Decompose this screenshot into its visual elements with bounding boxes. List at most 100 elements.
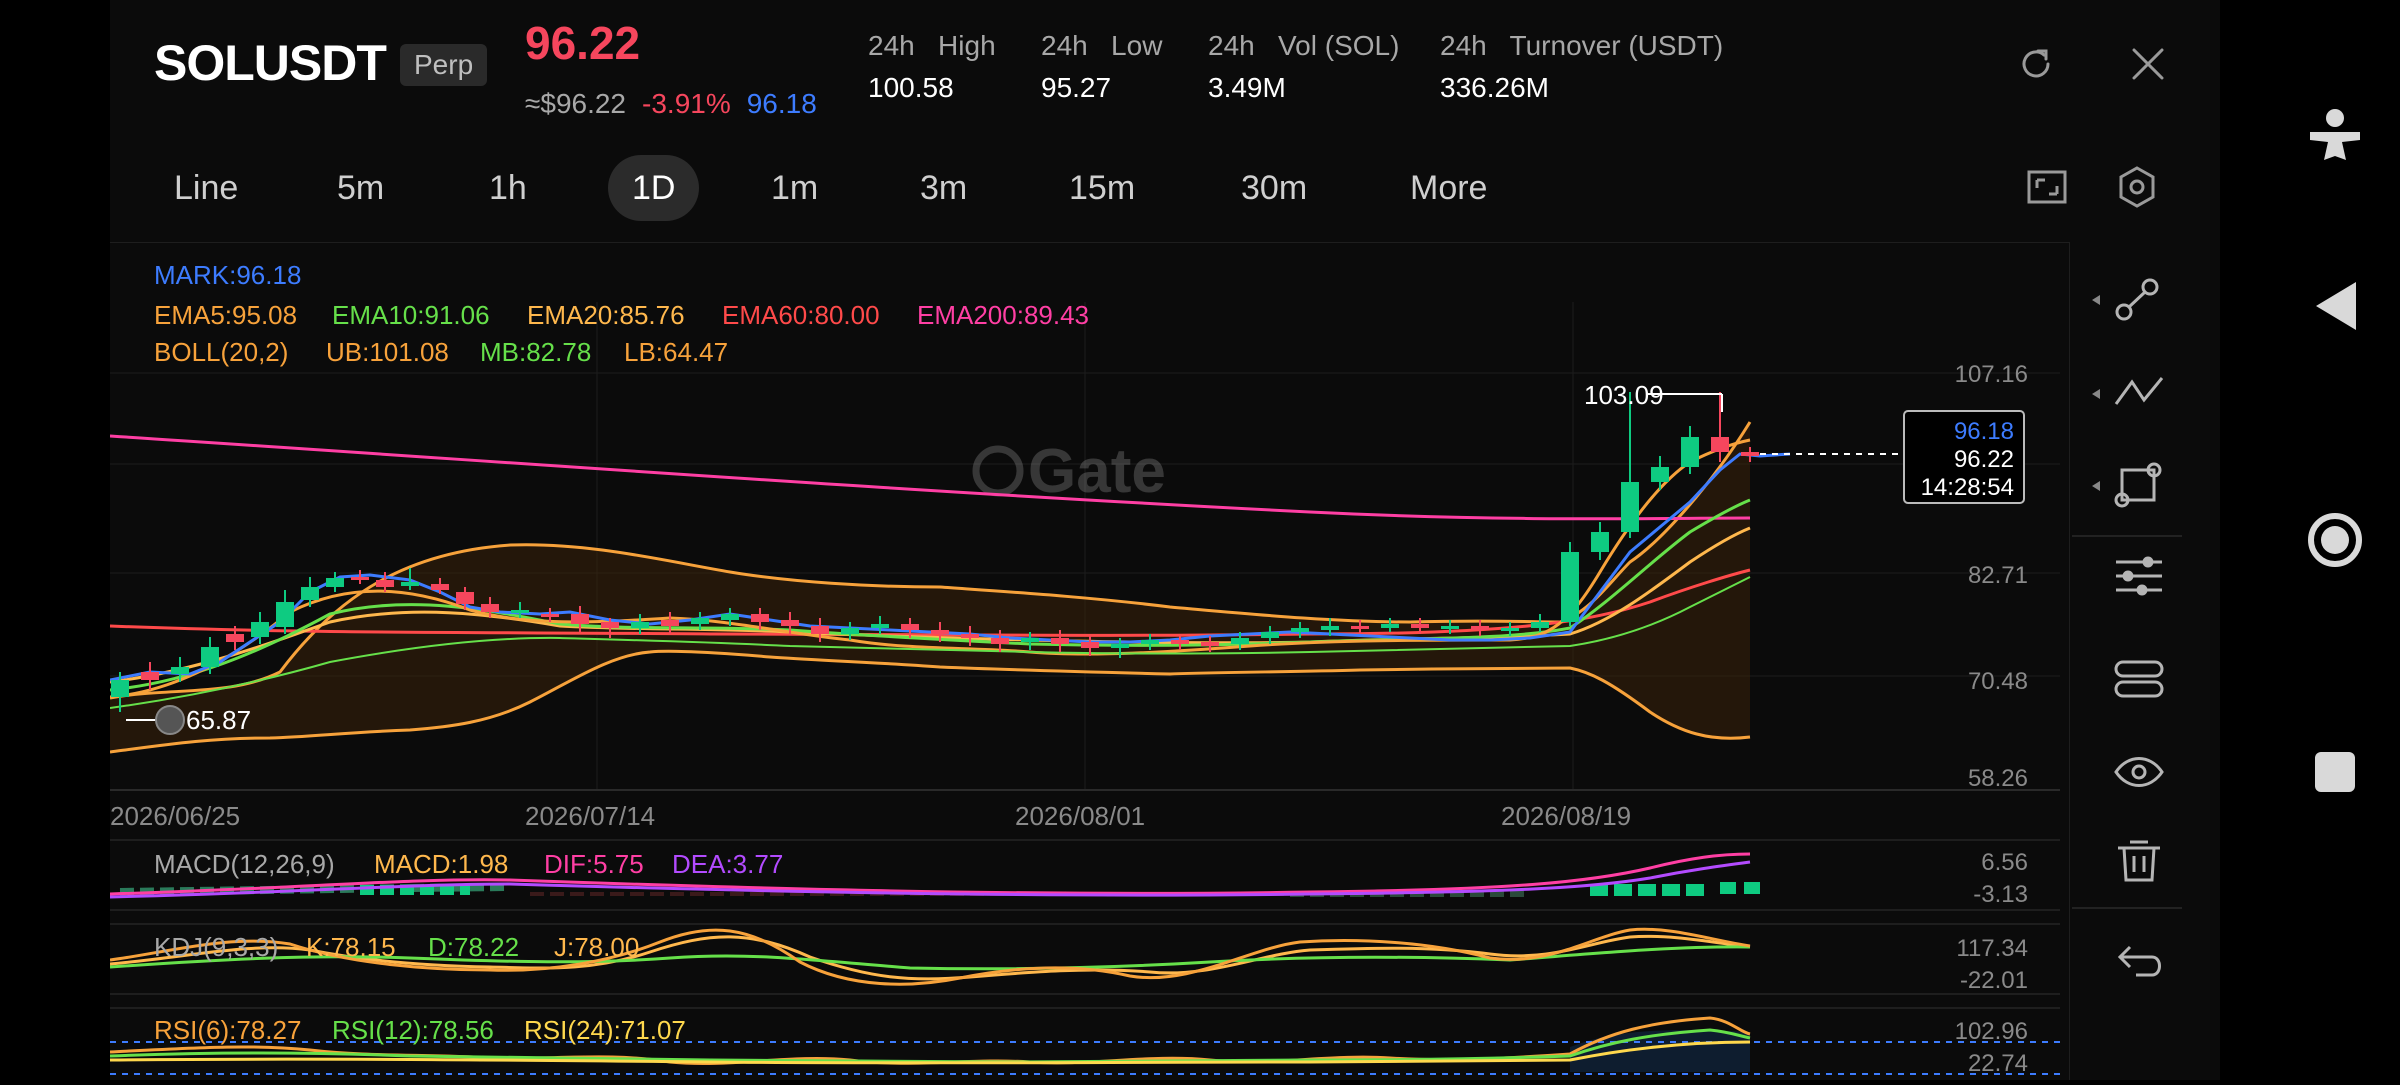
candle-body xyxy=(1561,552,1579,622)
candle-body xyxy=(1321,626,1339,630)
kdj-y-top: 117.34 xyxy=(1956,935,2028,962)
candle-body xyxy=(1291,628,1309,632)
macd-dea-line xyxy=(110,860,1751,899)
watermark-text: Gate xyxy=(1028,437,1166,506)
x-tick-0714: 2026/07/14 xyxy=(525,801,655,831)
price-box: 96.18 96.22 14:28:54 xyxy=(1903,410,2025,504)
low-annotation: 65.87 xyxy=(126,705,251,735)
back-icon[interactable] xyxy=(2316,282,2356,330)
candle-body xyxy=(811,626,829,634)
boll-mb-label: MB:82.78 xyxy=(480,337,591,367)
high-annotation: 103.09 xyxy=(1584,380,1723,412)
candle-body xyxy=(1411,624,1429,628)
boll-label: BOLL(20,2) xyxy=(154,337,288,367)
kdj-j: J:78.00 xyxy=(554,932,639,962)
ema10-label: EMA10:91.06 xyxy=(332,300,490,330)
boll-mid-line xyxy=(110,576,1751,709)
rsi12-label: RSI(12):78.56 xyxy=(332,1015,494,1045)
tab-more[interactable]: More ▼ xyxy=(1386,155,1511,270)
candle-body xyxy=(456,592,474,604)
macd-dif: DIF:5.75 xyxy=(544,849,644,879)
trash-icon[interactable] xyxy=(2118,840,2160,882)
candle-body xyxy=(111,680,129,697)
fullscreen-icon[interactable] xyxy=(2024,164,2070,210)
more-label: More xyxy=(1410,169,1488,207)
accessibility-icon[interactable] xyxy=(2310,109,2360,160)
mark-label: MARK:96.18 xyxy=(154,260,301,290)
candle-body xyxy=(1711,437,1729,452)
candle-body xyxy=(431,584,449,590)
rsi-y-top: 102.96 xyxy=(1955,1018,2028,1045)
ema-legend: EMA5:95.08 EMA10:91.06 EMA20:85.76 EMA60… xyxy=(154,300,1089,330)
tab-1m[interactable]: 1m xyxy=(771,169,819,207)
tab-1h[interactable]: 1h xyxy=(489,169,527,207)
indicator-settings-icon[interactable] xyxy=(2116,556,2162,596)
tab-line[interactable]: Line xyxy=(174,169,239,207)
refresh-icon[interactable] xyxy=(2014,42,2058,86)
macd-dea: DEA:3.77 xyxy=(672,849,783,879)
eye-icon[interactable] xyxy=(2114,757,2164,787)
candle-body xyxy=(1261,632,1279,638)
candle-body xyxy=(351,577,369,580)
candle-body xyxy=(201,647,219,667)
tab-5m[interactable]: 5m xyxy=(337,169,385,207)
high-label: 103.09 xyxy=(1584,380,1664,410)
candle-body xyxy=(1531,622,1549,628)
candle-body xyxy=(871,624,889,628)
candle-body xyxy=(1501,628,1519,631)
recents-icon[interactable] xyxy=(2315,752,2355,792)
macd-dif-line xyxy=(110,852,1751,896)
tab-30m[interactable]: 30m xyxy=(1241,169,1308,207)
system-nav-bar xyxy=(2270,0,2400,1080)
boll-legend: BOLL(20,2) UB:101.08 MB:82.78 LB:64.47 xyxy=(154,337,728,367)
undo-icon[interactable] xyxy=(2117,945,2161,977)
macd-value: MACD:1.98 xyxy=(374,849,508,879)
candle-body xyxy=(376,580,394,587)
rsi24-label: RSI(24):71.07 xyxy=(524,1015,686,1045)
candle-body xyxy=(691,618,709,624)
perp-badge: Perp xyxy=(400,44,488,86)
candle-body xyxy=(141,672,159,680)
settings-icon[interactable] xyxy=(2114,164,2160,210)
candle-body xyxy=(1621,482,1639,532)
tab-15m[interactable]: 15m xyxy=(1069,169,1136,207)
macd-y-bottom: -3.13 xyxy=(1973,881,2028,908)
candle-body xyxy=(991,638,1009,644)
shape-tool-icon[interactable] xyxy=(2114,462,2162,508)
rsi-fill xyxy=(1570,1030,1750,1072)
candle-body xyxy=(276,602,294,627)
boll-lb-label: LB:64.47 xyxy=(624,337,728,367)
candle-body xyxy=(1591,532,1609,552)
fibonacci-tool-icon[interactable] xyxy=(2114,377,2164,405)
candle-body xyxy=(171,667,189,674)
candle-body xyxy=(1021,638,1039,642)
close-icon[interactable] xyxy=(2126,42,2170,86)
kline-chart[interactable]: Gate 103.09 65.87 MARK:96.18 EMA5:95.08 … xyxy=(110,242,2070,1080)
candle-body xyxy=(511,610,529,613)
mark-price-line xyxy=(110,452,1791,682)
tab-3m[interactable]: 3m xyxy=(920,169,968,207)
ema10-line xyxy=(110,498,1751,692)
home-icon[interactable] xyxy=(2308,513,2362,567)
candle-body xyxy=(326,578,344,587)
candle-body xyxy=(631,622,649,628)
price-box-mark: 96.18 xyxy=(1954,418,2014,445)
kdj-title: KDJ(9,3,3) xyxy=(154,932,278,962)
stat-24h-volume: 24h Vol (SOL) 3.49M xyxy=(1208,30,1400,103)
candle-body xyxy=(1651,467,1669,482)
candle-body xyxy=(1171,640,1189,644)
stat-24h-low: 24h Low 95.27 xyxy=(1041,30,1163,103)
y-tick-107: 107.16 xyxy=(1955,361,2028,388)
price-box-countdown: 14:28:54 xyxy=(1921,474,2014,501)
macd-title: MACD(12,26,9) xyxy=(154,849,335,879)
y-tick-82: 82.71 xyxy=(1968,562,2028,589)
candle-body xyxy=(1441,626,1459,629)
candle-body xyxy=(1201,642,1219,646)
layers-icon[interactable] xyxy=(2114,660,2164,698)
mark-price: 96.18 xyxy=(746,88,817,119)
candle-body xyxy=(541,614,559,617)
candle-body xyxy=(1081,642,1099,648)
candle-body xyxy=(1231,638,1249,644)
tab-1d[interactable]: 1D xyxy=(608,155,700,221)
line-tool-icon[interactable] xyxy=(2115,278,2159,321)
